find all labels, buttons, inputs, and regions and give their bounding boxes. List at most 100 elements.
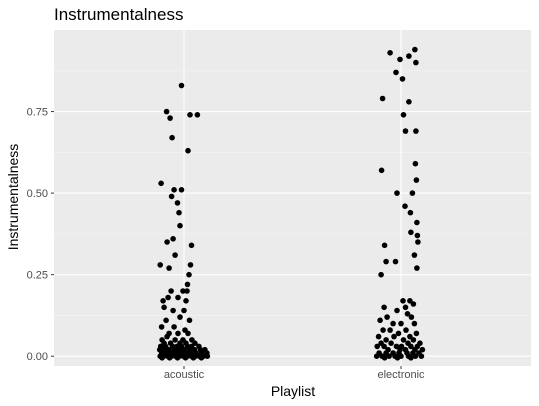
data-point xyxy=(384,314,390,320)
data-point xyxy=(172,252,178,258)
minor-gridlines xyxy=(54,70,531,316)
data-point xyxy=(375,333,382,340)
data-point xyxy=(408,343,414,350)
data-point xyxy=(391,333,397,340)
data-point xyxy=(174,200,181,206)
data-point xyxy=(408,314,415,320)
data-point xyxy=(182,355,189,361)
data-point xyxy=(378,271,384,278)
data-point xyxy=(377,317,383,324)
data-point xyxy=(412,46,418,53)
data-point xyxy=(402,128,409,134)
y-tick-label: 0.25 xyxy=(27,270,48,282)
data-point xyxy=(165,294,171,301)
y-axis-title: Instrumentalness xyxy=(5,144,21,251)
data-point xyxy=(400,112,407,118)
data-point xyxy=(407,333,413,340)
chart-title: Instrumentalness xyxy=(54,5,183,24)
data-point xyxy=(170,307,176,314)
data-point xyxy=(398,320,404,327)
data-point xyxy=(171,187,177,193)
data-point xyxy=(157,262,163,268)
data-point xyxy=(171,324,177,330)
data-point xyxy=(388,340,394,347)
data-point xyxy=(399,76,406,82)
data-point xyxy=(177,222,183,229)
data-point xyxy=(400,298,406,304)
data-point xyxy=(415,239,421,245)
data-point xyxy=(164,239,170,245)
data-point xyxy=(406,99,412,105)
data-point xyxy=(406,53,412,59)
data-point xyxy=(402,304,409,311)
data-point xyxy=(412,160,419,167)
data-points xyxy=(156,46,426,361)
plot-panel xyxy=(54,30,531,366)
data-point xyxy=(174,355,181,361)
data-point xyxy=(381,242,388,249)
x-axis: acoustic electronic xyxy=(164,366,425,381)
data-point xyxy=(413,330,420,337)
data-point xyxy=(419,346,426,353)
y-axis: 0.00 0.25 0.50 0.75 xyxy=(27,107,54,363)
data-point xyxy=(381,304,387,311)
y-tick-label: 0.75 xyxy=(27,107,48,119)
data-point xyxy=(413,128,419,134)
data-point xyxy=(412,353,419,360)
data-point xyxy=(380,327,386,333)
data-point xyxy=(180,288,186,294)
data-point xyxy=(188,242,195,249)
data-point xyxy=(168,288,174,294)
data-point xyxy=(194,112,201,118)
data-point xyxy=(185,147,191,154)
data-point xyxy=(183,298,189,304)
data-point xyxy=(410,337,417,343)
data-point xyxy=(410,301,417,307)
data-point xyxy=(176,209,182,216)
data-point xyxy=(394,190,400,196)
data-point xyxy=(187,112,193,118)
data-point xyxy=(178,187,185,193)
data-point xyxy=(181,307,187,314)
data-point xyxy=(387,50,393,56)
data-point xyxy=(198,355,205,361)
data-point xyxy=(178,82,185,89)
data-point xyxy=(381,343,387,350)
data-point xyxy=(418,353,425,360)
data-point xyxy=(397,56,403,63)
data-point xyxy=(402,203,408,209)
data-point xyxy=(204,353,211,360)
data-point xyxy=(395,330,402,337)
data-point xyxy=(163,317,169,324)
data-point xyxy=(170,236,176,242)
data-point xyxy=(408,229,414,236)
data-point xyxy=(383,258,389,265)
data-point xyxy=(163,108,170,115)
data-point xyxy=(411,320,418,327)
x-axis-title: Playlist xyxy=(271,383,315,399)
data-point xyxy=(409,190,416,196)
data-point xyxy=(413,59,419,66)
data-point xyxy=(411,252,418,258)
data-point xyxy=(158,324,165,330)
data-point xyxy=(390,320,396,327)
data-point xyxy=(407,209,414,216)
data-point xyxy=(394,355,401,361)
y-tick-label: 0.50 xyxy=(27,188,48,200)
data-point xyxy=(160,298,166,304)
data-point xyxy=(404,311,411,317)
data-point xyxy=(378,167,385,174)
data-point xyxy=(414,232,421,239)
data-point xyxy=(167,115,173,121)
data-point xyxy=(383,337,389,343)
data-point xyxy=(387,327,393,333)
y-tick-label: 0.00 xyxy=(27,351,48,363)
x-tick-label: acoustic xyxy=(164,369,205,381)
data-point xyxy=(168,193,175,200)
data-point xyxy=(393,69,399,76)
data-point xyxy=(408,355,414,361)
data-point xyxy=(414,265,420,271)
data-point xyxy=(374,343,381,350)
data-point xyxy=(169,134,175,141)
